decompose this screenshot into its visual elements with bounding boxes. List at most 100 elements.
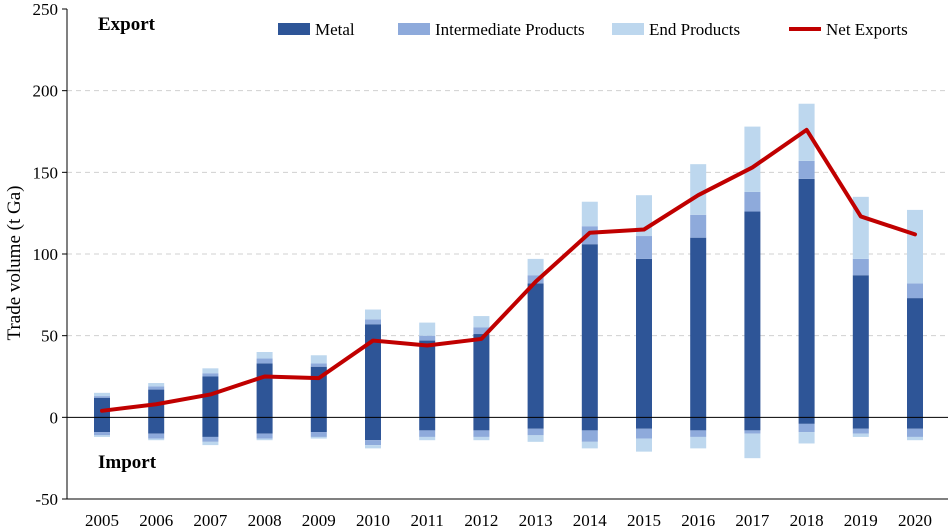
bar-export-intermediate-products-2006 [148, 386, 165, 390]
bar-export-end-products-2014 [581, 201, 598, 227]
bar-import-intermediate-products-2019 [852, 428, 869, 434]
bar-export-intermediate-products-2008 [256, 358, 273, 364]
bar-import-end-products-2007 [202, 441, 219, 446]
x-tick-label: 2011 [411, 511, 444, 530]
bar-import-intermediate-products-2017 [744, 430, 761, 434]
bar-import-metal-2014 [581, 417, 598, 431]
bar-export-end-products-2010 [365, 309, 381, 320]
bar-export-end-products-2009 [310, 355, 327, 364]
bar-export-metal-2010 [365, 324, 381, 418]
bar-import-end-products-2018 [798, 432, 815, 444]
bar-export-intermediate-products-2016 [690, 214, 707, 238]
bar-import-intermediate-products-2018 [798, 423, 815, 433]
x-tick-label: 2010 [356, 511, 390, 530]
legend-swatch-intermediate-products [398, 23, 430, 35]
bar-import-metal-2013 [527, 417, 544, 429]
bar-export-end-products-2007 [202, 368, 219, 374]
bar-import-intermediate-products-2013 [527, 428, 544, 436]
export-annotation: Export [98, 14, 156, 35]
x-tick-label: 2009 [302, 511, 336, 530]
bar-import-end-products-2019 [852, 433, 869, 437]
bar-export-metal-2020 [907, 298, 923, 418]
x-tick-label: 2016 [681, 511, 715, 530]
bar-export-intermediate-products-2009 [310, 363, 327, 367]
bar-import-end-products-2010 [365, 445, 381, 449]
legend-label-metal: Metal [315, 20, 355, 39]
legend-label-net-exports: Net Exports [826, 20, 908, 39]
bar-import-intermediate-products-2005 [94, 432, 110, 436]
bar-export-intermediate-products-2007 [202, 373, 219, 377]
legend-label-end-products: End Products [649, 20, 740, 39]
bar-export-end-products-2013 [527, 258, 544, 276]
bar-import-metal-2012 [473, 417, 490, 431]
bar-export-intermediate-products-2017 [744, 191, 761, 212]
x-tick-label: 2013 [519, 511, 553, 530]
bar-export-intermediate-products-2019 [852, 258, 869, 276]
x-tick-label: 2012 [464, 511, 498, 530]
bar-import-end-products-2016 [690, 436, 707, 449]
y-axis-label: Trade volume (t Ga) [4, 186, 25, 341]
legend: Metal Intermediate Products End Products Ne… [278, 20, 908, 39]
legend-swatch-end-products [612, 23, 644, 35]
bar-import-metal-2008 [256, 417, 273, 434]
bar-export-end-products-2012 [473, 316, 490, 328]
bar-export-metal-2015 [636, 258, 652, 418]
bar-import-intermediate-products-2011 [419, 430, 436, 437]
bar-export-metal-2012 [473, 334, 490, 418]
axes [62, 8, 948, 500]
bar-import-end-products-2011 [419, 436, 436, 441]
bar-export-intermediate-products-2018 [798, 160, 815, 179]
x-tick-label: 2015 [627, 511, 661, 530]
x-tick-label: 2018 [790, 511, 824, 530]
y-tick-label: 0 [50, 408, 59, 427]
bar-export-metal-2008 [256, 363, 273, 418]
bar-import-intermediate-products-2006 [148, 433, 165, 439]
legend-swatch-metal [278, 23, 310, 35]
bar-export-intermediate-products-2020 [907, 283, 923, 299]
bar-import-intermediate-products-2009 [310, 432, 327, 437]
grid-lines [67, 90, 948, 337]
bar-import-end-products-2015 [636, 438, 652, 452]
bar-import-metal-2020 [907, 417, 923, 429]
bar-export-end-products-2017 [744, 126, 761, 192]
bar-import-intermediate-products-2015 [636, 428, 652, 439]
y-tick-labels: -50 0 50 100 150 200 250 [33, 0, 59, 509]
bar-import-end-products-2017 [744, 433, 761, 459]
bar-export-end-products-2005 [94, 392, 110, 397]
bar-import-end-products-2014 [581, 441, 598, 449]
bar-import-end-products-2020 [907, 436, 923, 441]
bar-import-metal-2007 [202, 417, 219, 437]
bar-import-end-products-2009 [310, 436, 327, 439]
bar-import-metal-2009 [310, 417, 327, 433]
x-tick-label: 2005 [85, 511, 119, 530]
x-tick-label: 2006 [139, 511, 173, 530]
bar-import-intermediate-products-2007 [202, 436, 219, 442]
y-tick-label: 200 [33, 82, 59, 101]
bar-export-end-products-2008 [256, 352, 273, 359]
bar-export-intermediate-products-2012 [473, 327, 490, 335]
bar-export-end-products-2016 [690, 164, 707, 215]
bar-import-metal-2016 [690, 417, 707, 431]
import-annotation: Import [98, 452, 157, 473]
bar-export-end-products-2020 [907, 209, 923, 284]
bar-import-metal-2015 [636, 417, 652, 429]
bars [94, 103, 923, 459]
bar-import-end-products-2006 [148, 438, 165, 441]
x-tick-label: 2008 [248, 511, 282, 530]
bar-import-metal-2017 [744, 417, 761, 431]
y-tick-label: 50 [41, 327, 58, 346]
bar-export-end-products-2006 [148, 383, 165, 387]
y-tick-label: 150 [33, 163, 59, 182]
bar-import-metal-2006 [148, 417, 165, 434]
bar-export-intermediate-products-2011 [419, 335, 436, 341]
bar-import-metal-2018 [798, 417, 815, 424]
bar-export-metal-2017 [744, 211, 761, 418]
bar-export-metal-2005 [94, 397, 110, 418]
bar-import-intermediate-products-2008 [256, 433, 273, 439]
bar-import-metal-2005 [94, 417, 110, 433]
bar-export-metal-2014 [581, 244, 598, 418]
bar-import-metal-2019 [852, 417, 869, 429]
bar-export-end-products-2011 [419, 322, 436, 336]
x-tick-label: 2020 [898, 511, 932, 530]
